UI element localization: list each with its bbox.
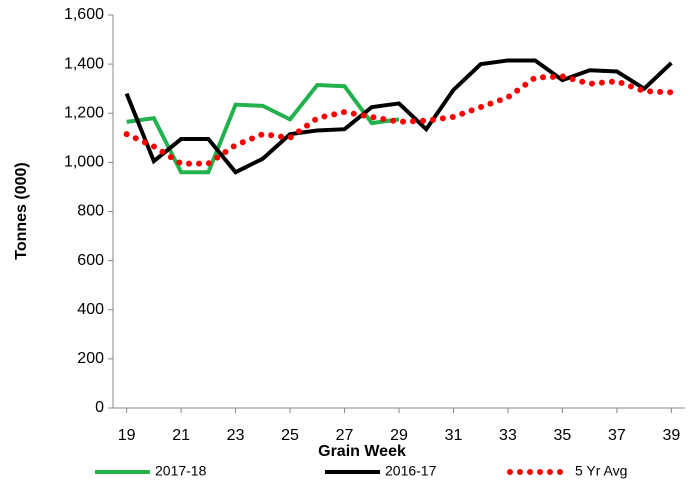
x-tick-label: 33 xyxy=(499,427,517,444)
x-tick-label: 23 xyxy=(227,427,245,444)
x-tick-label: 29 xyxy=(390,427,408,444)
x-tick-label: 35 xyxy=(554,427,572,444)
y-tick-label: 0 xyxy=(95,399,104,416)
x-tick-label: 21 xyxy=(172,427,190,444)
y-tick-label: 600 xyxy=(77,252,104,269)
legend-label: 2016-17 xyxy=(385,463,437,479)
x-tick-label: 27 xyxy=(336,427,354,444)
y-axis-title: Tonnes (000) xyxy=(13,162,30,260)
y-tick-label: 1,000 xyxy=(64,154,104,171)
y-tick-label: 1,600 xyxy=(64,6,104,23)
legend-label: 5 Yr Avg xyxy=(575,463,627,479)
legend-label: 2017-18 xyxy=(155,463,207,479)
x-tick-label: 37 xyxy=(608,427,626,444)
x-tick-label: 25 xyxy=(281,427,299,444)
x-axis-title: Grain Week xyxy=(318,443,406,460)
series-line xyxy=(123,73,675,167)
y-tick-label: 200 xyxy=(77,350,104,367)
y-tick-label: 1,200 xyxy=(64,104,104,121)
y-tick-label: 1,400 xyxy=(64,55,104,72)
y-tick-label: 800 xyxy=(77,203,104,220)
x-tick-label: 39 xyxy=(662,427,680,444)
y-tick-label: 400 xyxy=(77,301,104,318)
series-line xyxy=(124,58,673,175)
x-tick-label: 31 xyxy=(445,427,463,444)
x-tick-label: 19 xyxy=(118,427,136,444)
series-line xyxy=(126,82,400,175)
